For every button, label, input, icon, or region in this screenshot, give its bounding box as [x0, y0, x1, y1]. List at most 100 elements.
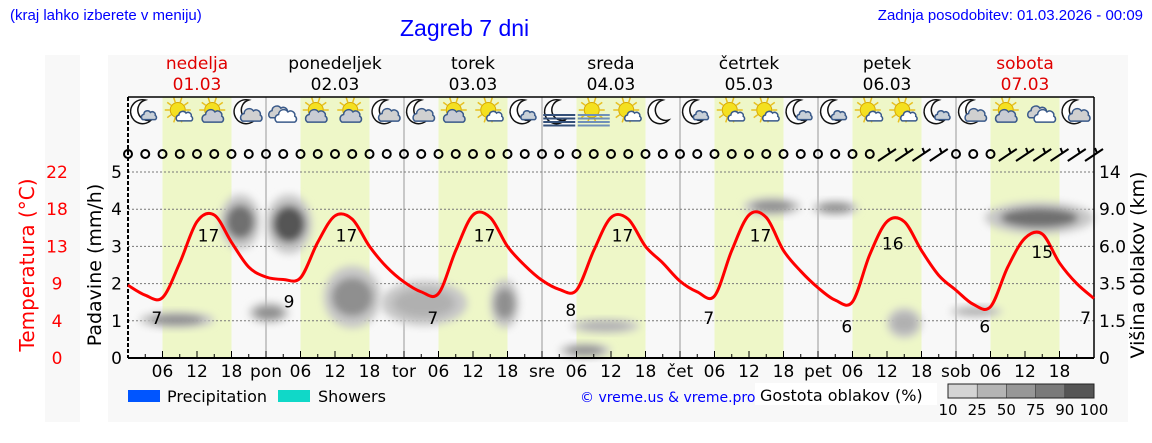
sun-ray	[994, 101, 1000, 106]
credit-link[interactable]: © vreme.us & vreme.pro	[580, 390, 755, 406]
cloud-patch	[570, 318, 640, 334]
density-tick-label: 100	[1080, 401, 1109, 419]
density-tick-label: 90	[1055, 401, 1074, 419]
calm-wind-icon	[416, 149, 427, 159]
sun-ray	[770, 101, 776, 106]
moon-cloud-icon	[1061, 98, 1091, 125]
calm-wind-icon	[450, 149, 461, 159]
calm-wind-icon	[519, 149, 530, 159]
right-tick-label: 9.0	[1099, 200, 1126, 220]
day-name: četrtek	[719, 54, 780, 74]
wind-barb-shaft	[998, 148, 1018, 162]
calm-wind-icon	[847, 149, 858, 159]
wind-barb-icon	[1015, 147, 1035, 162]
sun-ray	[311, 97, 314, 103]
calm-wind-icon	[744, 149, 754, 159]
cloud-shape	[412, 107, 436, 122]
calm-wind-icon	[312, 149, 323, 159]
calm-wind-icon	[330, 149, 340, 159]
temperature-extreme-label: 17	[474, 226, 496, 246]
wind-barb-shaft	[1015, 148, 1035, 162]
temperature-extreme-label: 17	[336, 226, 358, 246]
cloud-patch	[266, 194, 312, 254]
cloud-shape	[201, 108, 225, 123]
density-scale-border	[947, 383, 1095, 399]
temp-tick-label: 13	[46, 237, 68, 257]
sun-ray	[856, 114, 862, 119]
cloud-shape	[1033, 108, 1057, 123]
temperature-extreme-label: 7	[427, 309, 438, 329]
cloud-patch-core	[751, 200, 793, 213]
cloud-patch-core	[891, 313, 917, 333]
sun-ray	[759, 97, 763, 103]
right-tick-label: 14	[1099, 163, 1121, 183]
moon-cloud-icon	[405, 98, 436, 125]
sun-ray	[207, 97, 211, 103]
cloud-shape	[692, 110, 710, 121]
sun-small-cloud-icon	[854, 97, 884, 123]
cloud-shape	[624, 110, 642, 122]
temperature-extreme-label: 17	[198, 226, 220, 246]
right-tick-label: 0	[1099, 349, 1110, 369]
wind-barb-flag	[1094, 147, 1098, 154]
cloud-patch	[559, 343, 611, 358]
x-tick-label: 18	[497, 362, 519, 382]
calm-wind-icon	[537, 149, 547, 159]
sun-small-cloud-icon	[716, 97, 746, 123]
moon-crescent	[681, 98, 706, 125]
sun-ray	[201, 101, 207, 106]
sun-ray	[587, 97, 590, 103]
x-tick-label: 12	[462, 362, 484, 382]
day-date: 03.03	[449, 75, 498, 95]
sun-ray	[1007, 97, 1011, 103]
cloud-patch-core	[150, 314, 204, 326]
overcast-icon	[268, 105, 298, 123]
wind-barb-flag	[938, 147, 943, 154]
wind-barb-icon	[929, 147, 949, 162]
calm-wind-icon	[399, 149, 409, 159]
precipitation-label: Precipitation	[167, 387, 267, 406]
sun-ray	[455, 97, 459, 103]
sun-small-cloud-icon	[164, 97, 194, 123]
sun-small-cloud-icon	[889, 97, 918, 123]
sun-ray	[1011, 101, 1017, 106]
right-axis-title: Višina oblakov (km)	[1127, 172, 1149, 359]
right-tick-label: 6.0	[1099, 237, 1126, 257]
temp-axis-panel	[45, 55, 80, 422]
x-day-label: sob	[941, 362, 971, 382]
cloud-shape	[994, 108, 1018, 123]
density-tick-label: 10	[938, 401, 957, 419]
left-tick-label: 4	[111, 200, 122, 220]
day-name: sobota	[996, 54, 1054, 74]
temperature-extreme-label: 15	[1031, 243, 1053, 263]
sun-ray	[628, 97, 631, 103]
sun-ray	[766, 97, 769, 103]
calm-wind-icon	[657, 149, 668, 159]
temperature-extreme-label: 6	[979, 317, 990, 337]
wind-barb-icon	[998, 147, 1018, 162]
cloud-patch-core	[494, 288, 515, 320]
temp-axis-title: Temperatura (°C)	[15, 178, 39, 352]
x-day-label: sre	[529, 362, 555, 382]
temp-tick-label: 22	[46, 163, 68, 183]
x-tick-label: 12	[876, 362, 898, 382]
sun-ray	[897, 97, 901, 103]
calm-wind-icon	[364, 149, 375, 159]
x-tick-label: 18	[1049, 362, 1071, 382]
sun-small-cloud-icon	[613, 97, 642, 123]
legend: Precipitation Showers © vreme.us & vreme…	[128, 383, 1108, 419]
sun-ray	[593, 97, 597, 103]
day-date: 05.03	[725, 75, 774, 95]
cloud-shape	[304, 108, 328, 123]
cloud-patch-core	[566, 345, 604, 356]
wind-barb-shaft	[1067, 148, 1087, 162]
wind-barb-icon	[894, 147, 914, 162]
sun-ray	[632, 101, 638, 106]
calm-wind-icon	[830, 149, 841, 159]
wind-barb-shaft	[1049, 148, 1070, 162]
wind-barb-shaft	[929, 148, 949, 162]
calm-wind-icon	[295, 149, 306, 159]
left-axis-title: Padavine (mm/h)	[84, 184, 106, 347]
sun-ray	[891, 114, 897, 119]
sun-small-cloud-icon	[475, 97, 504, 123]
